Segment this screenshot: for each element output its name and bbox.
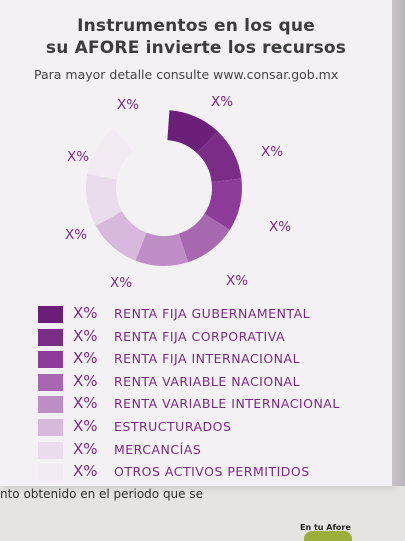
legend-swatch [38, 373, 63, 391]
legend-swatch [38, 396, 63, 414]
slice-percent-label: X% [117, 97, 139, 113]
slice-percent-label: X% [67, 149, 89, 165]
footer-text: nto obtenido en el periodo que se [0, 487, 203, 501]
donut-slice [95, 211, 147, 261]
legend-label: RENTA FIJA GUBERNAMENTAL [114, 306, 311, 321]
en-tu-afore-logo: En tu Afore [300, 523, 351, 532]
donut-slice [197, 131, 242, 183]
subtitle: Para mayor detalle consulte www.consar.g… [34, 67, 339, 82]
slice-percent-label: X% [261, 144, 283, 160]
slice-percent-label: X% [110, 275, 132, 291]
legend-percent: X% [73, 416, 98, 435]
legend-percent: X% [73, 394, 98, 413]
title-line-1: Instrumentos en los que [77, 16, 315, 36]
donut-slice [167, 110, 218, 154]
donut-slice [204, 178, 242, 230]
legend-swatch [38, 351, 63, 369]
legend-percent: X% [73, 349, 98, 368]
legend-swatch [38, 306, 63, 323]
legend-label: ESTRUCTURADOS [114, 418, 232, 434]
donut-slice [135, 232, 189, 266]
title-line-2: su AFORE invierte los recursos [45, 38, 347, 58]
legend-percent: X% [73, 439, 98, 458]
legend-percent: X% [73, 371, 98, 390]
legend-label: RENTA FIJA CORPORATIVA [114, 328, 286, 344]
donut-chart: X% X% X% X% X% X% X% X% [65, 94, 291, 291]
legend-label: RENTA VARIABLE NACIONAL [114, 373, 301, 389]
logo-graphic [304, 531, 352, 541]
donut-slice [86, 173, 123, 226]
legend-swatch [38, 441, 63, 459]
legend-label: MERCANCÍAS [114, 441, 202, 457]
legend-percent: X% [73, 462, 98, 481]
legend-label: OTROS ACTIVOS PERMITIDOS [114, 464, 310, 480]
slice-percent-label: X% [211, 94, 233, 110]
legend-swatch [38, 328, 63, 346]
slice-percent-label: X% [269, 219, 291, 235]
legend-swatch [38, 464, 63, 482]
donut-slice [87, 128, 134, 180]
donut-slice [178, 213, 230, 263]
legend-percent: X% [73, 326, 98, 345]
page-edge [392, 0, 405, 486]
legend-percent: X% [73, 304, 98, 322]
slice-percent-label: X% [65, 227, 87, 243]
slice-percent-label: X% [226, 273, 248, 289]
legend-label: RENTA FIJA INTERNACIONAL [114, 351, 301, 367]
legend-swatch [38, 418, 63, 436]
legend-label: RENTA VARIABLE INTERNACIONAL [114, 396, 340, 412]
